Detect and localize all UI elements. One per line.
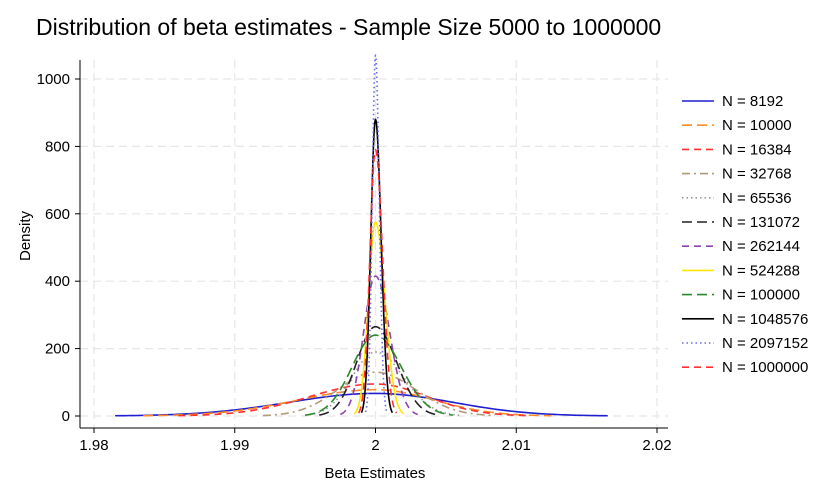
series-line	[262, 371, 496, 417]
series-line	[143, 388, 552, 417]
x-tick-label: 2	[371, 437, 379, 454]
series-line	[178, 383, 531, 417]
series-line	[319, 325, 439, 416]
y-tick-label: 800	[45, 138, 70, 155]
legend-label: N = 524288	[722, 262, 800, 279]
series-line	[364, 54, 388, 413]
chart-title: Distribution of beta estimates - Sample …	[36, 14, 662, 40]
y-tick-label: 600	[45, 206, 70, 223]
legend-label: N = 16384	[722, 141, 792, 158]
x-tick-label: 1.99	[220, 437, 249, 454]
legend-label: N = 65536	[722, 190, 792, 207]
legend-label: N = 1000000	[722, 359, 808, 376]
y-axis-title: Density	[17, 210, 34, 261]
y-tick-label: 0	[62, 408, 70, 425]
series-layer	[115, 54, 608, 417]
series-line	[305, 334, 453, 416]
legend-label: N = 1048576	[722, 311, 808, 328]
legend-label: N = 262144	[722, 238, 800, 255]
y-tick-label: 400	[45, 273, 70, 290]
legend-label: N = 131072	[722, 214, 800, 231]
series-line	[339, 275, 418, 416]
x-tick-label: 2.02	[642, 437, 671, 454]
series-line	[357, 148, 398, 414]
axes-layer: 1.98 1.99 2 2.01 2.02 0 200 400 600 800 1000	[37, 60, 672, 454]
legend-label: N = 8192	[722, 93, 783, 110]
x-tick-label: 2.01	[502, 437, 531, 454]
y-tick-label: 200	[45, 341, 70, 358]
y-tick-label: 1000	[37, 71, 70, 88]
legend-label: N = 2097152	[722, 335, 808, 352]
legend-label: N = 32768	[722, 166, 792, 183]
series-line	[353, 221, 405, 415]
x-tick-label: 1.98	[79, 437, 108, 454]
series-line	[360, 118, 394, 414]
legend-label: N = 100000	[722, 287, 800, 304]
x-axis-title: Beta Estimates	[325, 465, 426, 482]
legend-label: N = 10000	[722, 117, 792, 134]
series-line	[305, 351, 461, 417]
legend: N = 8192 N = 10000 N = 16384 N = 32768 N = 6…	[682, 93, 808, 376]
